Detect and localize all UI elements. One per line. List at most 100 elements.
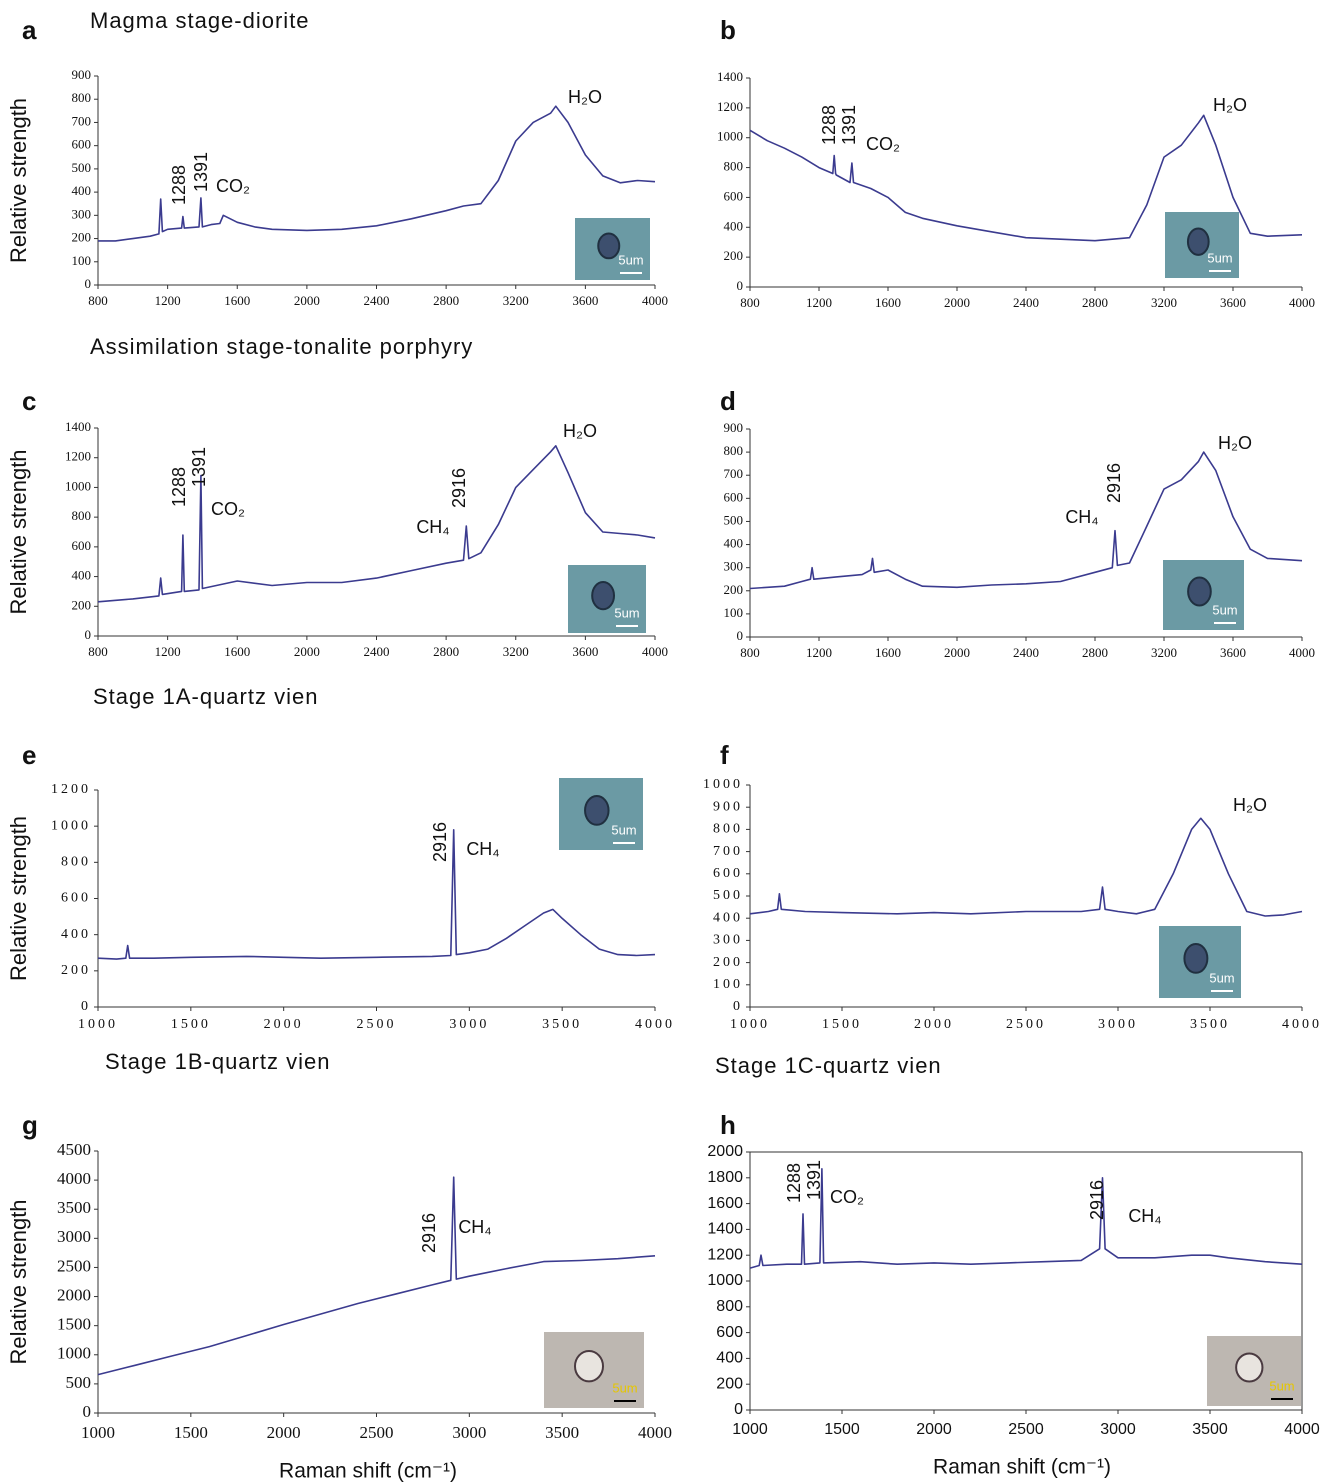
x-tick-label: 1200 xyxy=(806,295,832,310)
y-tick-label: 0 xyxy=(737,278,744,293)
y-tick-label: 1200 xyxy=(51,782,91,797)
x-tick-label: 800 xyxy=(88,644,108,659)
x-tick-label: 1600 xyxy=(224,644,250,659)
x-tick-label: 1200 xyxy=(155,644,181,659)
y-tick-label: 800 xyxy=(724,159,744,174)
x-tick-label: 2400 xyxy=(364,644,390,659)
y-tick-label: 2500 xyxy=(57,1256,91,1275)
inclusion xyxy=(597,232,621,260)
x-tick-label: 2500 xyxy=(357,1017,397,1032)
inclusion xyxy=(584,795,610,826)
x-tick-label: 2000 xyxy=(267,1423,301,1442)
x-tick-label: 3600 xyxy=(1220,295,1246,310)
y-axis-label: Relative strength xyxy=(6,816,31,981)
y-tick-label: 1400 xyxy=(717,69,743,84)
peak-annotation: 2916 xyxy=(1087,1180,1107,1220)
x-tick-label: 2400 xyxy=(1013,645,1039,660)
spectrum-line xyxy=(98,105,656,242)
y-tick-label: 100 xyxy=(713,977,743,992)
peak-annotation: H₂O xyxy=(568,87,602,107)
y-tick-label: 800 xyxy=(61,855,91,870)
x-tick-label: 1600 xyxy=(875,645,901,660)
x-tick-label: 4000 xyxy=(1284,1421,1320,1438)
y-tick-label: 900 xyxy=(72,67,92,82)
y-tick-label: 1400 xyxy=(707,1221,743,1238)
y-tick-label: 300 xyxy=(724,559,744,574)
y-tick-label: 4500 xyxy=(57,1140,91,1159)
y-tick-label: 400 xyxy=(724,218,744,233)
y-tick-label: 100 xyxy=(724,605,744,620)
y-tick-label: 3500 xyxy=(57,1198,91,1217)
peak-annotation: 1288 xyxy=(169,467,189,507)
y-tick-label: 600 xyxy=(72,137,92,152)
x-tick-label: 2500 xyxy=(1008,1421,1044,1438)
y-tick-label: 600 xyxy=(72,538,92,553)
y-tick-label: 4000 xyxy=(57,1169,91,1188)
y-tick-label: 200 xyxy=(724,248,744,263)
spectrum-line xyxy=(749,817,1303,917)
y-tick-label: 1000 xyxy=(707,1272,743,1289)
peak-annotation: 2916 xyxy=(419,1213,439,1253)
peak-annotation: CH₄ xyxy=(458,1217,491,1237)
x-tick-label: 3500 xyxy=(545,1423,579,1442)
x-tick-label: 2400 xyxy=(1013,295,1039,310)
stage-title: Stage 1A-quartz vien xyxy=(93,684,318,709)
inclusion xyxy=(574,1350,604,1383)
scale-label: 5um xyxy=(612,1380,637,1395)
y-tick-label: 2000 xyxy=(57,1285,91,1304)
peak-annotation: CO₂ xyxy=(216,176,250,196)
y-tick-label: 700 xyxy=(713,844,743,859)
panel: f 0 100 200 300 400 500 600 700 800 900 1000 1000 150… xyxy=(703,740,1319,1032)
x-tick-label: 4000 xyxy=(638,1423,672,1442)
peak-annotation: H₂O xyxy=(563,421,597,441)
peak-annotation: CH₄ xyxy=(1065,507,1098,527)
y-tick-label: 1200 xyxy=(717,99,743,114)
x-tick-label: 2800 xyxy=(1082,295,1108,310)
peak-annotation: CH₄ xyxy=(466,839,499,859)
y-tick-label: 1800 xyxy=(707,1169,743,1186)
y-tick-label: 500 xyxy=(72,160,92,175)
peak-annotation: 1391 xyxy=(839,105,859,145)
y-tick-label: 0 xyxy=(83,1402,92,1421)
panel: b 0 200 400 600 800 1000 1200 1400 800 1200 1600 200… xyxy=(717,15,1315,310)
x-tick-label: 2400 xyxy=(364,293,390,308)
x-tick-label: 3600 xyxy=(572,644,598,659)
x-tick-label: 3200 xyxy=(503,644,529,659)
panel-letter: c xyxy=(22,386,36,416)
scale-label: 5um xyxy=(618,252,643,267)
y-tick-label: 0 xyxy=(734,1401,743,1418)
x-tick-label: 2000 xyxy=(916,1421,952,1438)
x-tick-label: 2000 xyxy=(944,295,970,310)
panel-letter: h xyxy=(720,1110,736,1140)
x-tick-label: 2800 xyxy=(433,293,459,308)
x-tick-label: 1600 xyxy=(875,295,901,310)
y-tick-label: 400 xyxy=(713,910,743,925)
scale-label: 5um xyxy=(1209,970,1234,985)
y-tick-label: 400 xyxy=(72,568,92,583)
peak-annotation: 1288 xyxy=(819,105,839,145)
y-axis-label: Relative strength xyxy=(6,449,31,614)
panel-letter: g xyxy=(22,1110,38,1140)
scale-label: 5um xyxy=(1207,250,1232,265)
y-tick-label: 400 xyxy=(72,183,92,198)
x-tick-label: 3000 xyxy=(449,1017,489,1032)
y-tick-label: 0 xyxy=(85,627,92,642)
x-tick-label: 1000 xyxy=(81,1423,115,1442)
x-tick-label: 1600 xyxy=(224,293,250,308)
x-tick-label: 1500 xyxy=(822,1017,862,1032)
y-tick-label: 800 xyxy=(724,443,744,458)
x-tick-label: 800 xyxy=(740,645,760,660)
x-tick-label: 3600 xyxy=(572,293,598,308)
x-tick-label: 800 xyxy=(88,293,108,308)
x-axis-label: Raman shift (cm⁻¹) xyxy=(279,1460,457,1483)
y-tick-label: 1200 xyxy=(707,1246,743,1263)
x-tick-label: 2000 xyxy=(264,1017,304,1032)
spectrum-line xyxy=(97,1176,656,1376)
y-tick-label: 200 xyxy=(72,230,92,245)
peak-annotation: CH₄ xyxy=(416,517,449,537)
x-tick-label: 3500 xyxy=(542,1017,582,1032)
y-tick-label: 500 xyxy=(724,512,744,527)
peak-annotation: H₂O xyxy=(1218,433,1252,453)
y-tick-label: 1200 xyxy=(65,449,91,464)
